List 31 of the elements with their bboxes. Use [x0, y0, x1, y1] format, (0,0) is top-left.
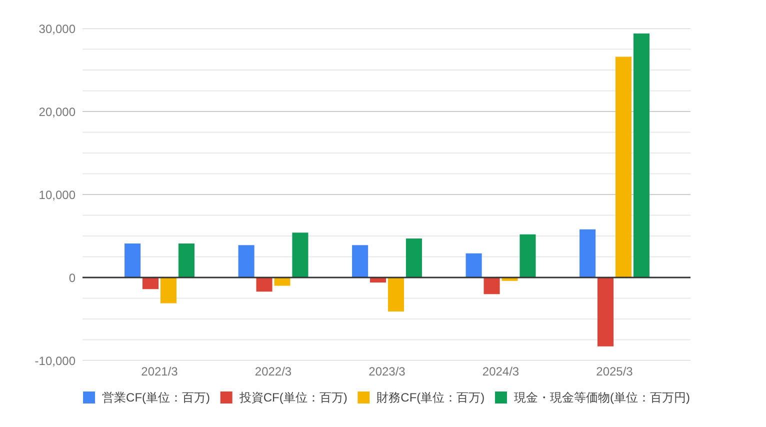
bar [256, 278, 272, 292]
legend-label: 投資CF(単位：百万) [238, 390, 348, 404]
bar [615, 56, 632, 278]
bar [406, 238, 422, 278]
bar [466, 253, 482, 278]
legend-label: 現金・現金等価物(単位：百万円) [514, 390, 690, 404]
x-tick-label: 2024/3 [482, 364, 520, 378]
legend-label: 営業CF(単位：百万) [102, 390, 210, 404]
bar [160, 278, 177, 304]
y-tick-label: 20,000 [38, 105, 76, 119]
bar [484, 278, 500, 294]
bar [238, 245, 254, 278]
bar [124, 243, 141, 278]
legend-label: 財務CF(単位：百万) [376, 390, 485, 404]
bar [352, 245, 368, 278]
x-tick-label: 2022/3 [254, 364, 292, 378]
bar [520, 234, 536, 278]
x-tick-label: 2021/3 [141, 364, 178, 378]
bar [178, 243, 194, 278]
bar [388, 278, 404, 312]
y-tick-label: 30,000 [38, 22, 76, 36]
x-tick-label: 2025/3 [596, 364, 634, 378]
bar [142, 278, 159, 290]
y-tick-label: -10,000 [34, 354, 76, 368]
bar [633, 33, 650, 278]
x-tick-label: 2023/3 [368, 364, 406, 378]
bar [292, 232, 308, 278]
bar [580, 229, 596, 278]
y-tick-label: 10,000 [38, 188, 76, 202]
y-tick-label: 0 [68, 271, 76, 285]
bar [598, 278, 614, 346]
